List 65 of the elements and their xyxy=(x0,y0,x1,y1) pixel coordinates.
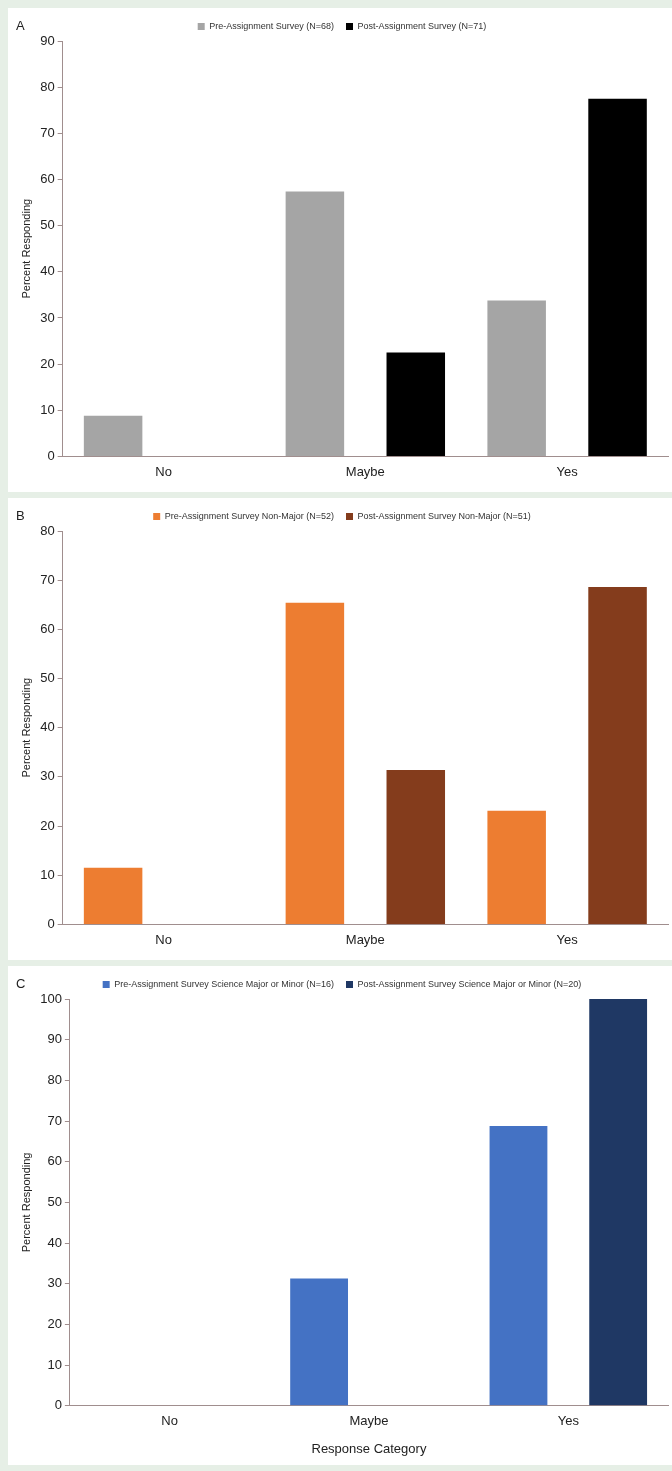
chart-title: C xyxy=(16,976,26,991)
y-tick-label: 60 xyxy=(40,620,55,636)
y-tick-label: 20 xyxy=(40,355,55,371)
y-tick-label: 100 xyxy=(40,990,62,1006)
chart-title: A xyxy=(16,18,25,33)
x-tick-label: Yes xyxy=(557,1413,580,1429)
y-tick-label: 70 xyxy=(40,571,55,587)
y-tick-label: 10 xyxy=(40,866,55,882)
legend-label: Post-Assignment Survey Science Major or Minor (N=20) xyxy=(357,978,582,989)
y-tick-label: 40 xyxy=(40,263,55,279)
y-tick-label: 60 xyxy=(40,171,55,187)
y-axis-title: Percent Responding xyxy=(19,677,32,778)
y-tick-label: 30 xyxy=(40,768,55,784)
legend-label: Pre-Assignment Survey Science Major or Minor (N=16) xyxy=(114,978,334,989)
bar xyxy=(386,352,446,456)
bar xyxy=(487,300,546,456)
y-tick-label: 50 xyxy=(47,1193,62,1209)
bar xyxy=(386,769,446,924)
x-tick-label: Yes xyxy=(556,931,579,947)
x-tick-label: Maybe xyxy=(345,463,385,479)
y-tick-label: 70 xyxy=(47,1112,62,1128)
y-axis-title: Percent Responding xyxy=(19,1152,32,1253)
x-tick-label: No xyxy=(161,1413,178,1429)
y-tick-label: 0 xyxy=(47,915,55,931)
y-tick-label: 10 xyxy=(40,401,55,417)
y-tick-label: 40 xyxy=(47,1234,62,1250)
legend-label: Post-Assignment Survey (N=71) xyxy=(357,20,487,31)
y-tick-label: 90 xyxy=(40,32,55,48)
y-axis-title: Percent Responding xyxy=(19,198,32,299)
legend-label: Post-Assignment Survey Non-Major (N=51) xyxy=(357,510,531,521)
x-tick-label: Maybe xyxy=(345,931,385,947)
y-tick-label: 50 xyxy=(40,670,55,686)
y-tick-label: 0 xyxy=(54,1397,62,1413)
bar xyxy=(285,191,345,456)
x-tick-label: Yes xyxy=(556,463,579,479)
bar xyxy=(589,999,648,1406)
x-tick-label: Maybe xyxy=(349,1413,389,1429)
x-tick-label: No xyxy=(155,931,172,947)
y-tick-label: 40 xyxy=(40,719,55,735)
x-axis-title: Response Category xyxy=(311,1440,427,1456)
y-tick-label: 10 xyxy=(47,1356,62,1372)
bar xyxy=(588,587,647,924)
y-tick-label: 50 xyxy=(40,217,55,233)
bar xyxy=(588,98,647,456)
x-tick-label: No xyxy=(155,463,172,479)
bar xyxy=(487,810,546,924)
y-tick-label: 30 xyxy=(40,309,55,325)
y-tick-label: 60 xyxy=(47,1153,62,1169)
y-tick-label: 80 xyxy=(40,522,55,538)
legend-label: Pre-Assignment Survey Non-Major (N=52) xyxy=(164,510,334,521)
y-tick-label: 20 xyxy=(47,1316,62,1332)
legend-label: Pre-Assignment Survey (N=68) xyxy=(209,20,334,31)
y-tick-label: 30 xyxy=(47,1275,62,1291)
y-tick-label: 90 xyxy=(47,1031,62,1047)
y-tick-label: 20 xyxy=(40,817,55,833)
y-tick-label: 0 xyxy=(47,447,55,463)
bar xyxy=(83,415,143,456)
chart-title: B xyxy=(16,508,25,523)
y-tick-label: 80 xyxy=(40,78,55,94)
bar xyxy=(489,1125,548,1406)
bar xyxy=(83,867,143,924)
y-tick-label: 80 xyxy=(47,1071,62,1087)
bar xyxy=(285,602,345,924)
y-tick-label: 70 xyxy=(40,124,55,140)
bar xyxy=(290,1278,349,1406)
